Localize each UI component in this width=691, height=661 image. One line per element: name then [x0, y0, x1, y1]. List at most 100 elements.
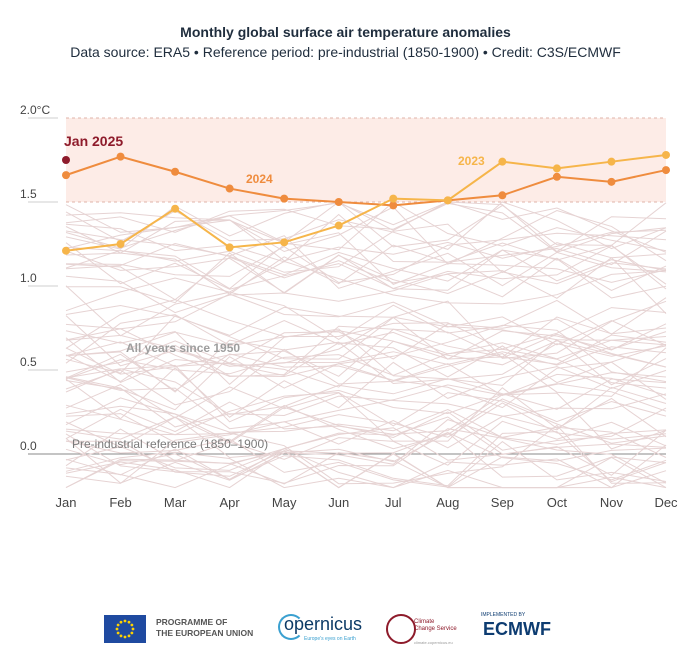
series-line-2024: [65, 155, 667, 207]
background-year-line: [65, 293, 667, 341]
background-year-line: [65, 299, 667, 350]
background-year-line: [65, 219, 667, 262]
background-year-line: [65, 428, 667, 484]
background-year-line: [65, 402, 667, 440]
series-line-2023: [65, 153, 667, 252]
series-label-2024: 2024: [246, 172, 273, 186]
background-year-line: [65, 328, 667, 386]
x-tick-label: May: [272, 495, 297, 510]
background-year-line: [65, 444, 667, 489]
data-point-jan-2025-jan: [62, 156, 70, 164]
y-tick-label: 1.0: [20, 271, 37, 285]
background-year-line: [65, 318, 667, 367]
background-year-line: [65, 260, 667, 312]
background-year-line: [65, 232, 667, 290]
data-point-2023-nov: [607, 157, 616, 166]
copernicus-tagline: Europe's eyes on Earth: [304, 636, 356, 642]
series-layer: [62, 150, 670, 255]
background-year-line: [65, 230, 667, 289]
data-point-2024-jan: [62, 171, 70, 180]
data-point-2024-jun: [334, 198, 343, 206]
background-year-line: [65, 315, 667, 367]
background-year-line: [65, 376, 667, 431]
background-year-line: [65, 242, 667, 295]
copernicus-icon: [278, 614, 304, 640]
data-point-2024-mar: [171, 167, 180, 176]
background-year-line: [65, 361, 667, 420]
background-year-line: [65, 392, 667, 450]
series-label-2023: 2023: [458, 154, 485, 168]
background-year-line: [65, 368, 667, 415]
data-point-2024-may: [280, 194, 289, 203]
background-year-line: [65, 348, 667, 389]
background-year-line: [65, 340, 667, 388]
temperature-anomaly-chart: 0.0 0.5 1.0 1.5 2.0°C Jan Feb Mar Apr May Jun Jul Au…: [20, 103, 678, 510]
background-year-line: [65, 242, 667, 282]
background-year-line: [65, 285, 667, 340]
label-layer: 2024 2023 Jan 2025 All years since 1950 Pre-…: [64, 133, 485, 451]
background-year-line: [65, 201, 667, 253]
c3s-url: climate.copernicus.eu: [414, 640, 453, 645]
data-point-2024-apr: [225, 184, 234, 193]
data-point-2023-jan: [62, 246, 70, 255]
eu-line-1: PROGRAMME OF: [156, 617, 228, 627]
background-year-line: [65, 384, 667, 442]
eu-flag-icon: [104, 615, 146, 643]
background-year-line: [65, 353, 667, 396]
background-year-line: [65, 256, 667, 301]
data-point-2024-dec: [662, 166, 670, 175]
eu-programme-label: PROGRAMME OF THE EUROPEAN UNION: [156, 617, 253, 639]
background-year-line: [65, 347, 667, 406]
background-year-line: [65, 364, 667, 423]
background-year-line: [65, 232, 667, 284]
background-year-line: [66, 432, 667, 481]
data-point-2023-may: [280, 238, 289, 247]
reference-line-label: Pre-industrial reference (1850–1900): [72, 437, 268, 451]
x-tick-label: Dec: [654, 495, 678, 510]
data-point-2023-apr: [225, 243, 234, 252]
x-tick-label: Aug: [436, 495, 459, 510]
background-year-line: [65, 397, 667, 450]
data-point-2023-feb: [116, 240, 125, 248]
y-tick-label: 1.5: [20, 187, 37, 201]
background-year-line: [65, 416, 667, 471]
x-tick-label: Jun: [328, 495, 349, 510]
background-year-line: [65, 323, 667, 378]
x-tick-label: Apr: [220, 495, 241, 510]
background-year-line: [65, 391, 667, 444]
data-point-2023-dec: [662, 150, 670, 159]
y-tick-label: 2.0°C: [20, 103, 50, 117]
copernicus-logo-text: opernicus: [284, 614, 363, 634]
c3s-icon: [386, 614, 416, 644]
background-year-line: [65, 427, 667, 480]
data-point-2023-sep: [498, 157, 507, 166]
x-tick-label: Feb: [109, 495, 131, 510]
background-years-layer: [65, 201, 667, 489]
background-years-label: All years since 1950: [126, 341, 240, 355]
c3s-line-1: Climate: [414, 619, 435, 625]
chart-title: Monthly global surface air temperature a…: [180, 24, 511, 40]
data-point-2024-oct: [552, 172, 561, 181]
data-point-2024-feb: [116, 152, 125, 161]
chart-subtitle: Data source: ERA5 • Reference period: pr…: [70, 44, 621, 60]
series-label-jan-2025: Jan 2025: [64, 133, 123, 149]
background-year-line: [65, 393, 667, 449]
ecmwf-logo-text: ECMWF: [483, 619, 551, 639]
data-point-2023-jun: [334, 221, 343, 230]
background-year-line: [65, 201, 667, 250]
data-point-2023-mar: [171, 204, 180, 213]
data-point-2023-jul: [389, 194, 398, 203]
y-tick-label: 0.0: [20, 439, 37, 453]
background-year-line: [65, 242, 667, 290]
background-year-line: [65, 447, 667, 489]
background-year-line: [65, 432, 667, 484]
background-year-line: [65, 202, 667, 253]
highlight-band-layer: [66, 117, 666, 203]
y-tick-label: 0.5: [20, 355, 37, 369]
x-tick-label: Jul: [385, 495, 402, 510]
background-year-line: [65, 356, 667, 411]
c3s-line-2: Change Service: [414, 626, 457, 632]
x-tick-label: Sep: [491, 495, 514, 510]
ecmwf-implemented-by: IMPLEMENTED BY: [481, 612, 526, 618]
x-tick-label: Oct: [547, 495, 568, 510]
